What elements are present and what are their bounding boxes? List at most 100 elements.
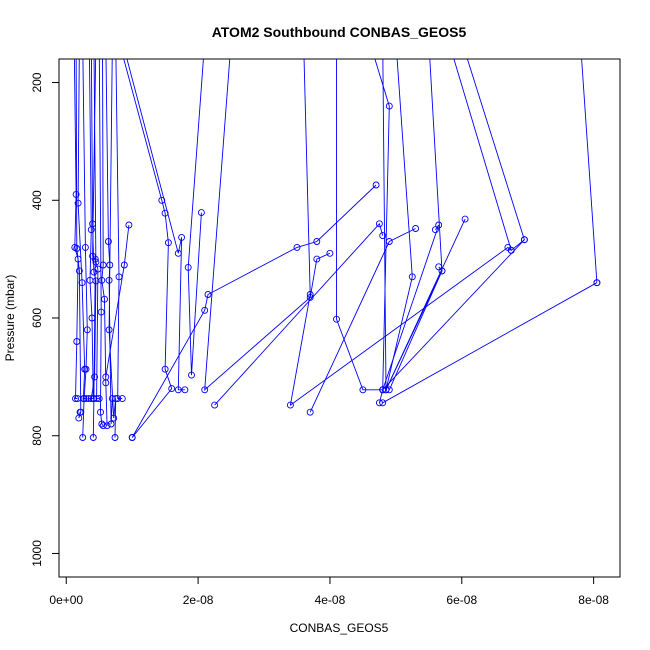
profile-series: [128, 181, 380, 441]
data-point: [114, 395, 122, 403]
data-point: [306, 291, 314, 298]
data-point: [72, 190, 80, 198]
data-point: [306, 408, 314, 416]
series-line: [92, 59, 97, 438]
series-line: [388, 59, 443, 390]
data-point: [379, 386, 387, 394]
series-line: [82, 59, 88, 438]
series-line: [131, 184, 377, 438]
data-point: [326, 249, 334, 257]
series-line: [105, 224, 130, 377]
profile-series: [211, 220, 387, 409]
data-point: [164, 239, 172, 247]
plot-area: [71, 59, 601, 441]
profile-series: [102, 221, 133, 381]
data-point: [178, 233, 186, 241]
x-tick-label: 0e+00: [49, 593, 83, 607]
series-line: [98, 59, 104, 426]
data-point: [379, 399, 387, 407]
series-line: [382, 282, 598, 404]
data-point: [76, 408, 84, 416]
series-line: [374, 59, 440, 390]
series-line: [385, 59, 443, 390]
data-point: [197, 209, 205, 217]
profile-series: [79, 59, 91, 441]
profile-series: [114, 59, 126, 403]
profile-series: [286, 59, 515, 409]
data-point: [92, 258, 100, 266]
data-point: [174, 249, 182, 257]
data-point: [385, 102, 393, 110]
data-point: [161, 365, 169, 373]
y-tick-label: 400: [30, 190, 44, 210]
data-point: [174, 386, 182, 394]
data-point: [128, 434, 136, 441]
data-point: [95, 395, 103, 403]
data-point: [89, 434, 97, 441]
data-point: [75, 267, 83, 275]
data-point: [110, 414, 118, 422]
data-point: [293, 243, 301, 251]
data-point: [385, 386, 393, 394]
data-point: [286, 401, 294, 409]
data-point: [120, 261, 128, 269]
profile-series: [382, 59, 446, 394]
data-point: [520, 236, 528, 244]
series-line: [214, 222, 384, 406]
data-point: [375, 399, 383, 407]
data-point: [372, 181, 380, 189]
profile-series: [126, 59, 189, 394]
series-line: [88, 59, 94, 400]
data-point: [111, 434, 119, 441]
data-point: [118, 395, 126, 403]
data-point: [313, 238, 321, 245]
series-line: [115, 59, 123, 400]
data-point: [102, 373, 110, 381]
y-axis: 200 400 600 800 1000: [30, 72, 60, 567]
data-point: [72, 395, 79, 403]
x-axis: 0e+00 2e-08 4e-08 6e-08 8e-08: [49, 576, 609, 607]
data-point: [105, 276, 113, 284]
y-axis-label: Pressure (mbar): [3, 275, 17, 362]
x-tick-label: 8e-08: [578, 593, 609, 607]
data-point: [204, 291, 212, 298]
series-line: [581, 59, 598, 283]
x-tick-label: 6e-08: [446, 593, 477, 607]
series-line: [336, 59, 384, 403]
data-point: [438, 267, 446, 275]
profile-series: [379, 279, 601, 407]
data-point: [412, 225, 420, 232]
data-point: [181, 386, 189, 394]
data-point: [158, 196, 166, 204]
data-point: [593, 279, 601, 287]
profile-series: [98, 59, 111, 430]
data-point: [91, 255, 99, 263]
series-line: [126, 59, 185, 391]
y-tick-label: 200: [30, 72, 44, 92]
data-point: [359, 386, 367, 394]
data-point: [375, 220, 383, 228]
series-line: [187, 59, 204, 376]
y-tick-label: 600: [30, 308, 44, 328]
profile-series: [92, 59, 103, 403]
data-point: [78, 279, 86, 287]
profile-series: [89, 59, 99, 441]
series-line: [309, 228, 416, 413]
data-point: [125, 221, 133, 229]
x-axis-label: CONBAS_GEOS5: [290, 621, 389, 635]
y-tick-label: 1000: [30, 540, 44, 567]
data-point: [461, 215, 469, 223]
data-point: [184, 263, 192, 271]
data-point: [98, 276, 106, 284]
data-point: [99, 261, 107, 269]
profile-series: [184, 59, 205, 379]
y-tick-label: 800: [30, 425, 44, 445]
data-point: [73, 245, 81, 252]
series-line: [204, 59, 331, 391]
data-point: [431, 226, 439, 234]
series-line: [93, 59, 100, 400]
profile-series: [201, 59, 334, 394]
profile-series: [385, 59, 446, 394]
profile-series: [382, 59, 469, 394]
